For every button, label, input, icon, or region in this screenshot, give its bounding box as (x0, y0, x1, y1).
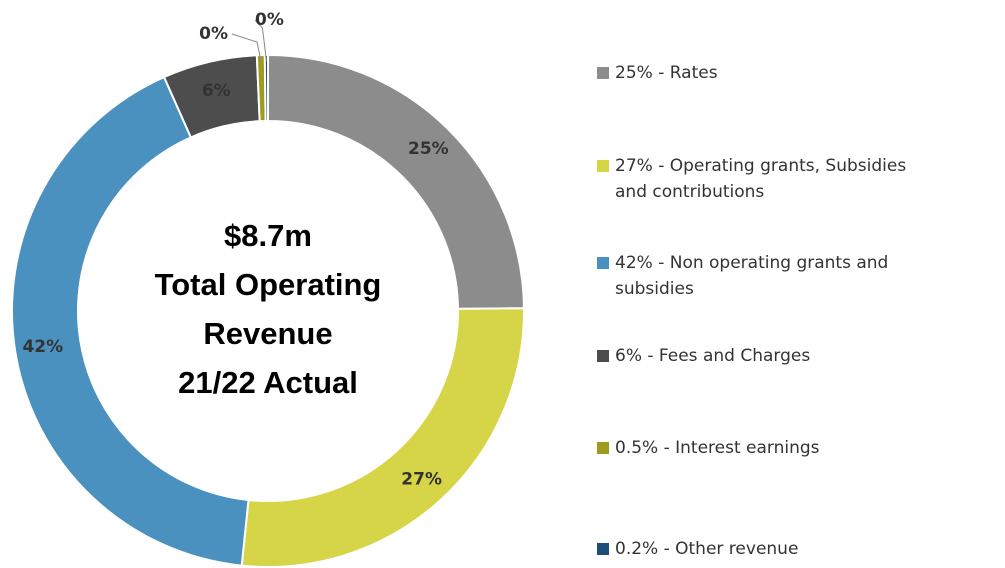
center-text: $8.7m (224, 218, 312, 253)
legend-swatch (597, 442, 609, 454)
data-label: 42% (22, 337, 63, 357)
legend-label: 0.2% - Other revenue (615, 539, 799, 559)
legend-item: 0.2% - Other revenue (597, 536, 933, 562)
legend-item: 27% - Operating grants, Subsidies and co… (597, 153, 933, 205)
legend-swatch (597, 543, 609, 555)
donut-chart: 25% 27% 42% 6% 0% 0% $8.7m Total Operating Reven… (11, 10, 525, 568)
legend-label: 6% - Fees and Charges (615, 346, 811, 366)
legend-item: 42% - Non operating grants and subsidies (597, 250, 933, 302)
donut-slice (263, 53, 269, 123)
legend-swatch (597, 350, 609, 362)
legend-label: 27% - Operating grants, Subsidies and co… (615, 156, 907, 202)
center-text: Total Operating (155, 267, 382, 302)
leader-line (254, 19, 267, 62)
leader-line (231, 33, 262, 62)
legend-item: 0.5% - Interest earnings (597, 435, 933, 461)
data-label: 25% (408, 139, 449, 159)
legend-swatch (597, 160, 609, 172)
legend-item: 6% - Fees and Charges (597, 343, 933, 369)
legend-swatch (597, 257, 609, 269)
legend-label: 25% - Rates (615, 63, 718, 83)
legend-label: 0.5% - Interest earnings (615, 438, 820, 458)
center-text: 21/22 Actual (178, 365, 358, 400)
donut-slice (240, 307, 525, 568)
data-label: 6% (202, 81, 231, 101)
legend-item: 25% - Rates (597, 60, 933, 86)
data-label: 0% (199, 24, 228, 44)
legend-swatch (597, 67, 609, 79)
data-label: 0% (255, 10, 284, 30)
legend-label: 42% - Non operating grants and subsidies (615, 253, 889, 299)
center-text: Revenue (203, 316, 332, 351)
donut-slice (11, 75, 250, 567)
data-label: 27% (401, 469, 442, 489)
